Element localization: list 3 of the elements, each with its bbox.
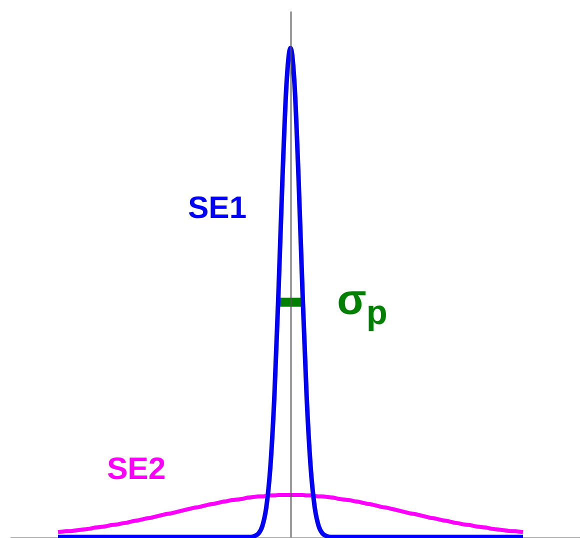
series-label: SE1 <box>188 190 247 225</box>
series-label: SE2 <box>107 451 166 486</box>
series-label: σ$_{p}$ <box>337 276 388 332</box>
